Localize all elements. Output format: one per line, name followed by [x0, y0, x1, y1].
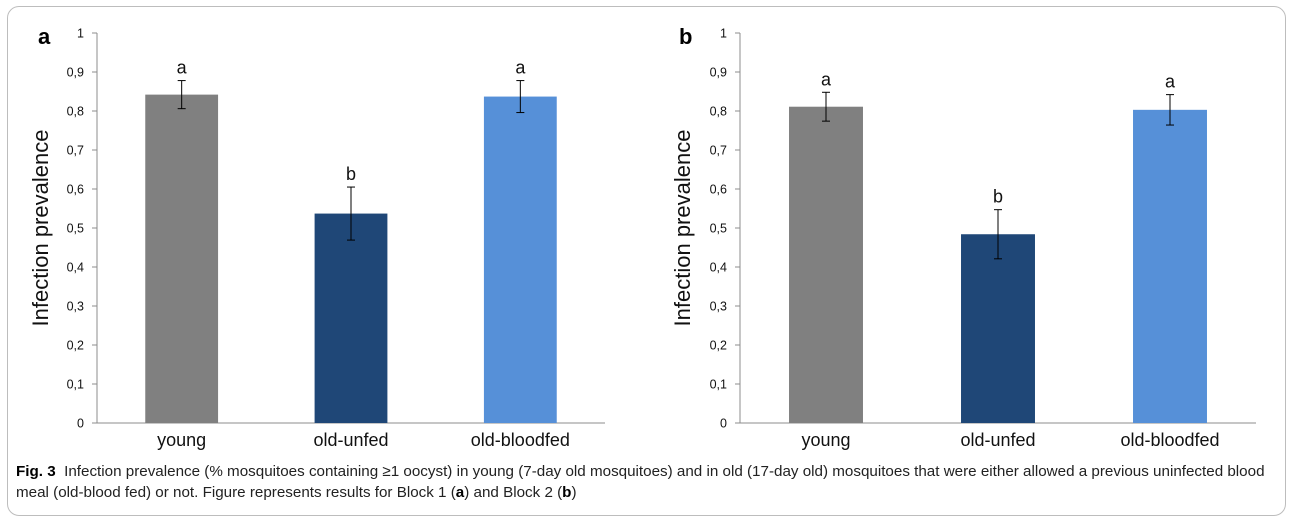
y-tick-label: 0,8 — [710, 105, 727, 119]
caption-text-3: ) — [571, 484, 577, 501]
figure-caption: Fig. 3 Infection prevalence (% mosquitoe… — [16, 461, 1266, 503]
y-tick-label: 0 — [720, 417, 727, 431]
y-axis-label: Infection prevalence — [670, 130, 695, 327]
y-tick-label: 0,1 — [67, 378, 84, 392]
chart-panel-b: b 0 0,1 0,2 0,3 0,4 0,5 0,6 0,7 0,8 0,9 1 Infection … — [670, 24, 1256, 450]
bar-young — [145, 94, 219, 424]
y-tick-label: 0,4 — [710, 261, 727, 275]
bar-old-unfed — [961, 234, 1035, 423]
bar-old-bloodfed — [1133, 109, 1207, 423]
y-tick-label: 0,5 — [710, 222, 727, 236]
x-tick-label: young — [801, 430, 850, 450]
y-tick-label: 1 — [720, 27, 727, 41]
bar-old-unfed — [314, 213, 388, 423]
x-tick-label: old-bloodfed — [471, 430, 570, 450]
y-tick-label: 0,7 — [67, 144, 84, 158]
y-tick-label: 0,8 — [67, 105, 84, 119]
panel-label: a — [38, 24, 51, 49]
y-tick-label: 0,7 — [710, 144, 727, 158]
y-tick-label: 0,9 — [710, 66, 727, 80]
caption-label: Fig. 3 — [16, 463, 56, 480]
significance-letter: a — [1165, 72, 1176, 92]
y-tick-label: 0,9 — [67, 66, 84, 80]
caption-text-2: ) and Block 2 ( — [464, 484, 563, 501]
significance-letter: a — [177, 58, 188, 78]
significance-letter: a — [515, 58, 526, 78]
y-tick-label: 0 — [77, 417, 84, 431]
caption-ref-b: b — [562, 484, 572, 501]
y-tick-label: 0,3 — [710, 300, 727, 314]
x-tick-label: old-unfed — [313, 430, 388, 450]
caption-ref-a: a — [455, 484, 465, 501]
bar-old-bloodfed — [483, 96, 557, 423]
y-tick-label: 0,4 — [67, 261, 84, 275]
bar-young — [789, 106, 863, 424]
y-tick-label: 0,3 — [67, 300, 84, 314]
significance-letter: b — [993, 187, 1003, 207]
chart-panel-a: a 0 0,1 0,2 0,3 0,4 0,5 0,6 0,7 0,8 0,9 1 Infection … — [28, 24, 605, 450]
y-axis-label: Infection prevalence — [28, 130, 53, 327]
x-tick-label: old-bloodfed — [1120, 430, 1219, 450]
y-tick-label: 1 — [77, 27, 84, 41]
y-tick-label: 0,1 — [710, 378, 727, 392]
significance-letter: b — [346, 164, 356, 184]
x-tick-label: young — [157, 430, 206, 450]
y-tick-label: 0,2 — [710, 339, 727, 353]
y-tick-label: 0,6 — [710, 183, 727, 197]
y-tick-label: 0,5 — [67, 222, 84, 236]
x-tick-label: old-unfed — [960, 430, 1035, 450]
y-tick-label: 0,2 — [67, 339, 84, 353]
caption-text-1: Infection prevalence (% mosquitoes conta… — [16, 463, 1265, 501]
y-tick-label: 0,6 — [67, 183, 84, 197]
significance-letter: a — [821, 69, 832, 89]
panel-label: b — [679, 24, 692, 49]
figure-frame — [7, 6, 1286, 516]
